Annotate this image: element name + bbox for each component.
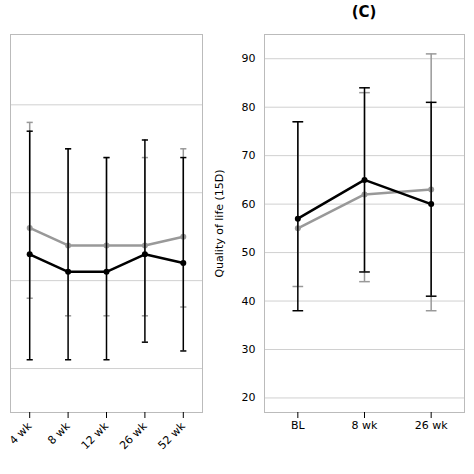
svg-text:52 wk: 52 wk: [155, 419, 188, 452]
svg-text:12 wk: 12 wk: [79, 419, 112, 452]
svg-text:50: 50: [242, 246, 256, 259]
svg-text:BL: BL: [291, 419, 306, 432]
svg-text:20: 20: [242, 391, 256, 404]
svg-text:26 wk: 26 wk: [415, 419, 448, 432]
svg-text:Quality of life (15D): Quality of life (15D): [213, 169, 226, 277]
svg-text:8 wk: 8 wk: [352, 419, 378, 432]
svg-text:90: 90: [242, 52, 256, 65]
svg-text:70: 70: [242, 149, 256, 162]
svg-text:26 wk: 26 wk: [117, 419, 150, 452]
svg-text:40: 40: [242, 295, 256, 308]
svg-text:8 wk: 8 wk: [45, 419, 73, 447]
svg-text:30: 30: [242, 343, 256, 356]
svg-text:60: 60: [242, 198, 256, 211]
svg-text:4 wk: 4 wk: [7, 419, 35, 447]
html-text:(C): (C): [351, 3, 377, 21]
svg-text:80: 80: [242, 101, 256, 114]
